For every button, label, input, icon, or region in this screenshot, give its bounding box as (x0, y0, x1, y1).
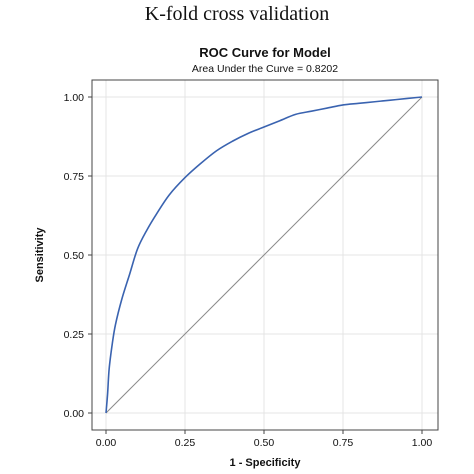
y-tick-label: 0.50 (64, 250, 85, 262)
x-tick-label: 0.75 (333, 437, 354, 449)
roc-curve-line (105, 96, 423, 414)
x-tick-label: 0.25 (175, 437, 196, 449)
x-axis-label: 1 - Specificity (230, 457, 302, 469)
y-tick-label: 0.75 (64, 171, 85, 183)
y-axis-label: Sensitivity (34, 227, 46, 283)
chart-subtitle: Area Under the Curve = 0.8202 (192, 63, 338, 75)
reference-diagonal-line (105, 96, 423, 414)
x-tick-label: 0.00 (96, 437, 117, 449)
chart-title: ROC Curve for Model (199, 45, 330, 60)
page-heading: K-fold cross validation (144, 3, 330, 25)
y-tick-label: 0.25 (64, 329, 85, 341)
plot-area: 0.00 0.25 0.50 0.75 1.00 0.00 0.25 0.50 0.75 1.00 (64, 79, 439, 449)
x-tick-label: 0.50 (254, 437, 275, 449)
y-tick-label: 1.00 (64, 92, 85, 104)
y-tick-label: 0.00 (64, 408, 85, 420)
x-tick-label: 1.00 (412, 437, 433, 449)
